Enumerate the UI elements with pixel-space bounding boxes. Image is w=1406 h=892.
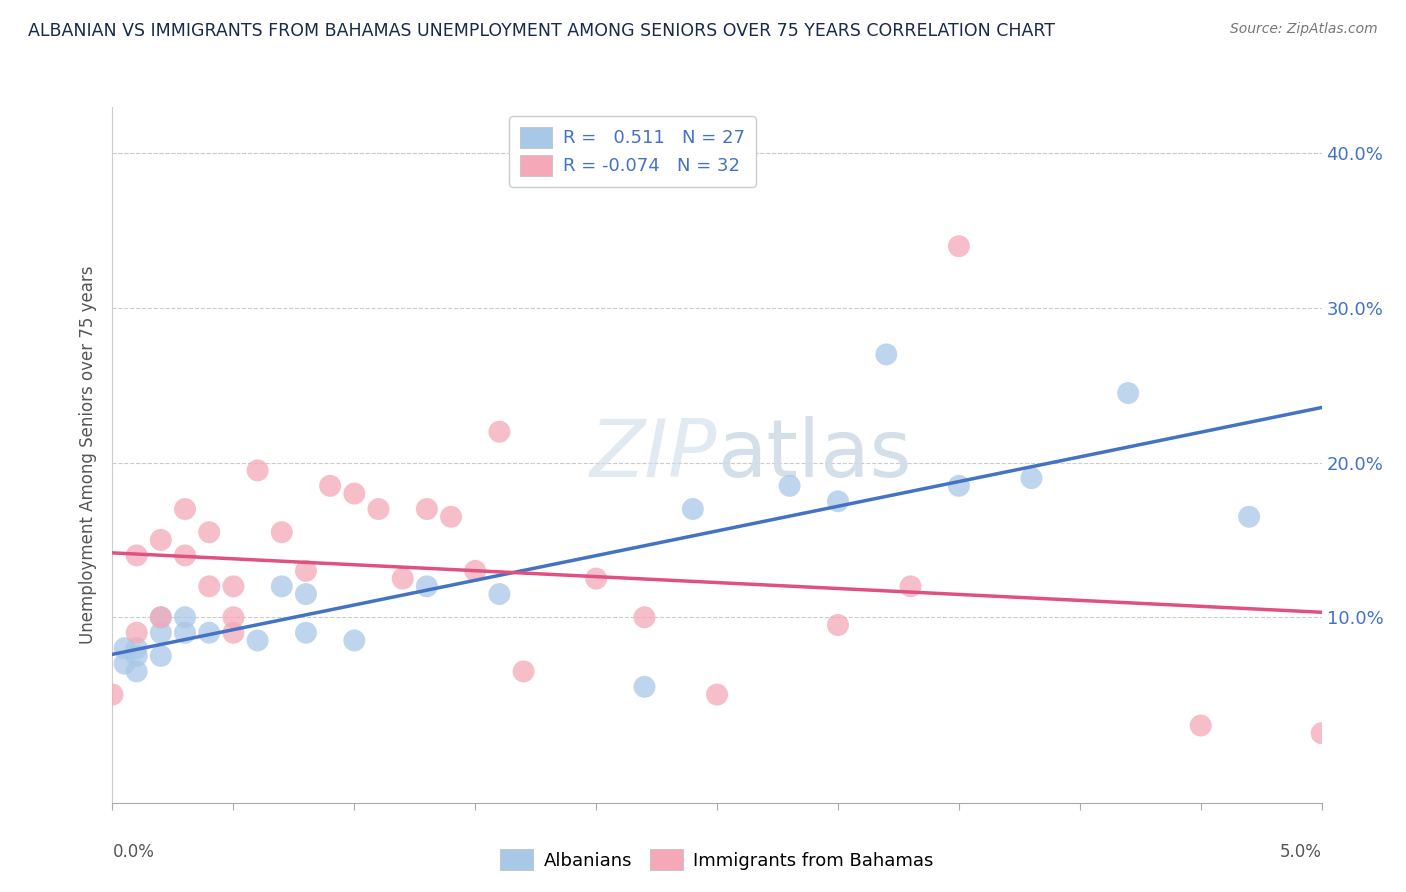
- Point: [149, 648, 172, 663]
- Point: [198, 525, 221, 540]
- Point: [125, 625, 148, 640]
- Point: [1189, 718, 1212, 732]
- Text: 0.0%: 0.0%: [112, 843, 155, 861]
- Point: [440, 509, 463, 524]
- Point: [125, 648, 148, 663]
- Point: [682, 502, 704, 516]
- Text: ZIP: ZIP: [589, 416, 717, 494]
- Point: [827, 494, 849, 508]
- Point: [391, 572, 413, 586]
- Point: [125, 665, 148, 679]
- Text: Source: ZipAtlas.com: Source: ZipAtlas.com: [1230, 22, 1378, 37]
- Point: [222, 610, 245, 624]
- Point: [125, 641, 148, 656]
- Point: [488, 425, 510, 439]
- Text: ALBANIAN VS IMMIGRANTS FROM BAHAMAS UNEMPLOYMENT AMONG SENIORS OVER 75 YEARS COR: ALBANIAN VS IMMIGRANTS FROM BAHAMAS UNEM…: [28, 22, 1054, 40]
- Point: [149, 610, 172, 624]
- Point: [633, 680, 655, 694]
- Text: 5.0%: 5.0%: [1279, 843, 1322, 861]
- Point: [900, 579, 922, 593]
- Text: atlas: atlas: [717, 416, 911, 494]
- Point: [198, 579, 221, 593]
- Point: [114, 657, 136, 671]
- Point: [174, 549, 197, 563]
- Point: [948, 239, 970, 253]
- Point: [174, 502, 197, 516]
- Point: [319, 479, 342, 493]
- Y-axis label: Unemployment Among Seniors over 75 years: Unemployment Among Seniors over 75 years: [79, 266, 97, 644]
- Point: [343, 633, 366, 648]
- Point: [295, 625, 318, 640]
- Point: [416, 502, 439, 516]
- Point: [512, 665, 534, 679]
- Point: [827, 618, 849, 632]
- Point: [633, 610, 655, 624]
- Point: [246, 633, 269, 648]
- Point: [948, 479, 970, 493]
- Point: [295, 587, 318, 601]
- Point: [1237, 509, 1260, 524]
- Point: [585, 572, 607, 586]
- Point: [1021, 471, 1043, 485]
- Point: [198, 625, 221, 640]
- Point: [1116, 386, 1139, 401]
- Point: [270, 579, 292, 593]
- Point: [779, 479, 801, 493]
- Point: [343, 486, 366, 500]
- Point: [149, 533, 172, 547]
- Point: [875, 347, 897, 361]
- Point: [149, 610, 172, 624]
- Point: [488, 587, 510, 601]
- Point: [367, 502, 389, 516]
- Point: [295, 564, 318, 578]
- Point: [114, 641, 136, 656]
- Legend: Albanians, Immigrants from Bahamas: Albanians, Immigrants from Bahamas: [494, 842, 941, 877]
- Point: [222, 625, 245, 640]
- Point: [125, 549, 148, 563]
- Point: [174, 610, 197, 624]
- Point: [1310, 726, 1333, 740]
- Point: [416, 579, 439, 593]
- Point: [222, 579, 245, 593]
- Point: [174, 625, 197, 640]
- Point: [246, 463, 269, 477]
- Point: [101, 688, 124, 702]
- Point: [706, 688, 728, 702]
- Point: [149, 625, 172, 640]
- Point: [270, 525, 292, 540]
- Point: [464, 564, 486, 578]
